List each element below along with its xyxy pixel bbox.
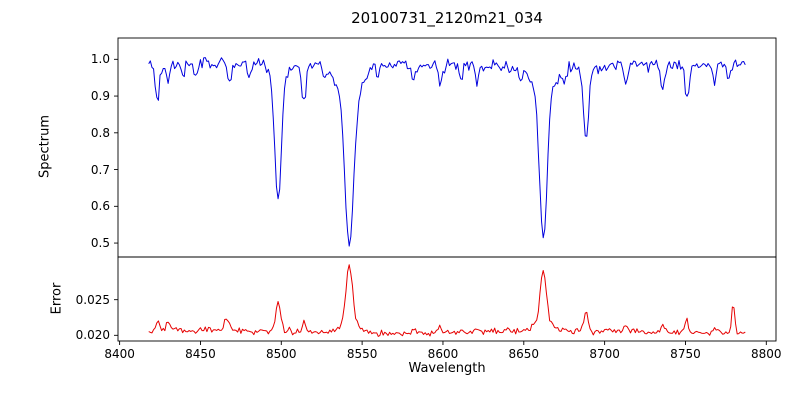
x-tick-label: 8650: [508, 347, 540, 361]
y-axis-label-spectrum: Spectrum: [37, 115, 53, 178]
x-tick-label: 8550: [346, 347, 378, 361]
x-axis-label: Wavelength: [408, 361, 486, 376]
x-tick-label: 8800: [751, 347, 782, 361]
plot-title: 20100731_2120m21_034: [351, 9, 543, 27]
y-axis-label-error: Error: [49, 282, 65, 315]
y-tick-label-spectrum: 0.9: [90, 89, 110, 104]
y-tick-label-error: 0.025: [75, 292, 110, 307]
x-tick-label: 8600: [427, 347, 459, 361]
x-tick-label: 8750: [670, 347, 701, 361]
x-tick-label: 8450: [185, 347, 216, 361]
y-tick-label-spectrum: 1.0: [90, 52, 110, 67]
y-tick-label-error: 0.020: [75, 328, 110, 343]
x-tick-label: 8400: [104, 347, 135, 361]
x-tick-label: 8500: [266, 347, 297, 361]
y-tick-label-spectrum: 0.7: [90, 162, 110, 177]
x-tick-label: 8700: [589, 347, 620, 361]
y-tick-label-spectrum: 0.8: [90, 125, 110, 140]
y-tick-label-spectrum: 0.5: [90, 236, 110, 251]
y-tick-label-spectrum: 0.6: [90, 199, 110, 214]
